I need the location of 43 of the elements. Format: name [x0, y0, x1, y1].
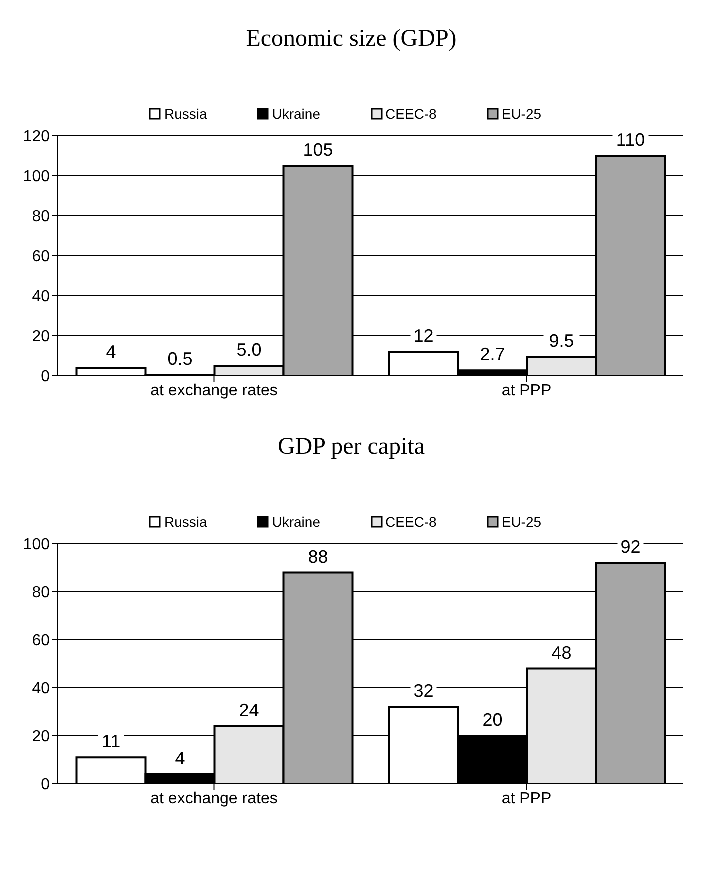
data-label: 110	[616, 130, 646, 150]
data-label: 24	[239, 700, 260, 720]
y-tick-label: 60	[32, 248, 50, 266]
x-tick-label: at exchange rates	[150, 790, 278, 808]
legend-label: EU-25	[502, 106, 542, 122]
y-tick-label: 20	[32, 728, 50, 746]
y-tick-label: 0	[41, 368, 50, 386]
y-tick-label: 40	[32, 680, 50, 698]
data-label: 92	[620, 537, 641, 558]
y-tick-label: 80	[32, 584, 50, 602]
x-tick-label: at exchange rates	[150, 382, 278, 400]
data-label: 4	[106, 342, 116, 362]
legend-label: Ukraine	[272, 514, 320, 530]
y-tick-label: 0	[41, 776, 50, 794]
data-label: 32	[414, 681, 434, 702]
x-tick-label: at PPP	[502, 382, 552, 400]
legend-label: CEEC-8	[386, 514, 437, 530]
y-tick-label: 40	[32, 288, 50, 306]
y-tick-label: 120	[23, 128, 50, 146]
data-label: 48	[552, 642, 572, 663]
data-label: 12	[414, 326, 434, 346]
legend-label: Russia	[164, 514, 208, 530]
chart-title: Economic size (GDP)	[245, 25, 458, 54]
y-tick-label: 80	[32, 208, 50, 226]
data-label: 9.5	[549, 331, 574, 351]
data-label: 88	[308, 546, 328, 567]
data-label: 105	[303, 140, 334, 160]
chart-title: GDP per capita	[276, 433, 426, 462]
y-tick-label: 100	[23, 168, 50, 186]
y-tick-label: 20	[32, 328, 50, 346]
data-label: 0.5	[168, 349, 193, 369]
legend-label: EU-25	[502, 514, 542, 530]
legend-label: Russia	[164, 106, 208, 122]
x-tick-label: at PPP	[502, 790, 552, 808]
data-label: 20	[482, 710, 503, 730]
y-tick-label: 60	[32, 632, 50, 650]
legend-label: Ukraine	[272, 106, 320, 122]
y-tick-label: 100	[23, 536, 50, 554]
data-label: 4	[175, 748, 186, 768]
data-label: 2.7	[480, 344, 506, 365]
legend-label: CEEC-8	[386, 106, 437, 122]
data-label: 5.0	[236, 340, 262, 360]
data-label: 11	[102, 732, 121, 752]
